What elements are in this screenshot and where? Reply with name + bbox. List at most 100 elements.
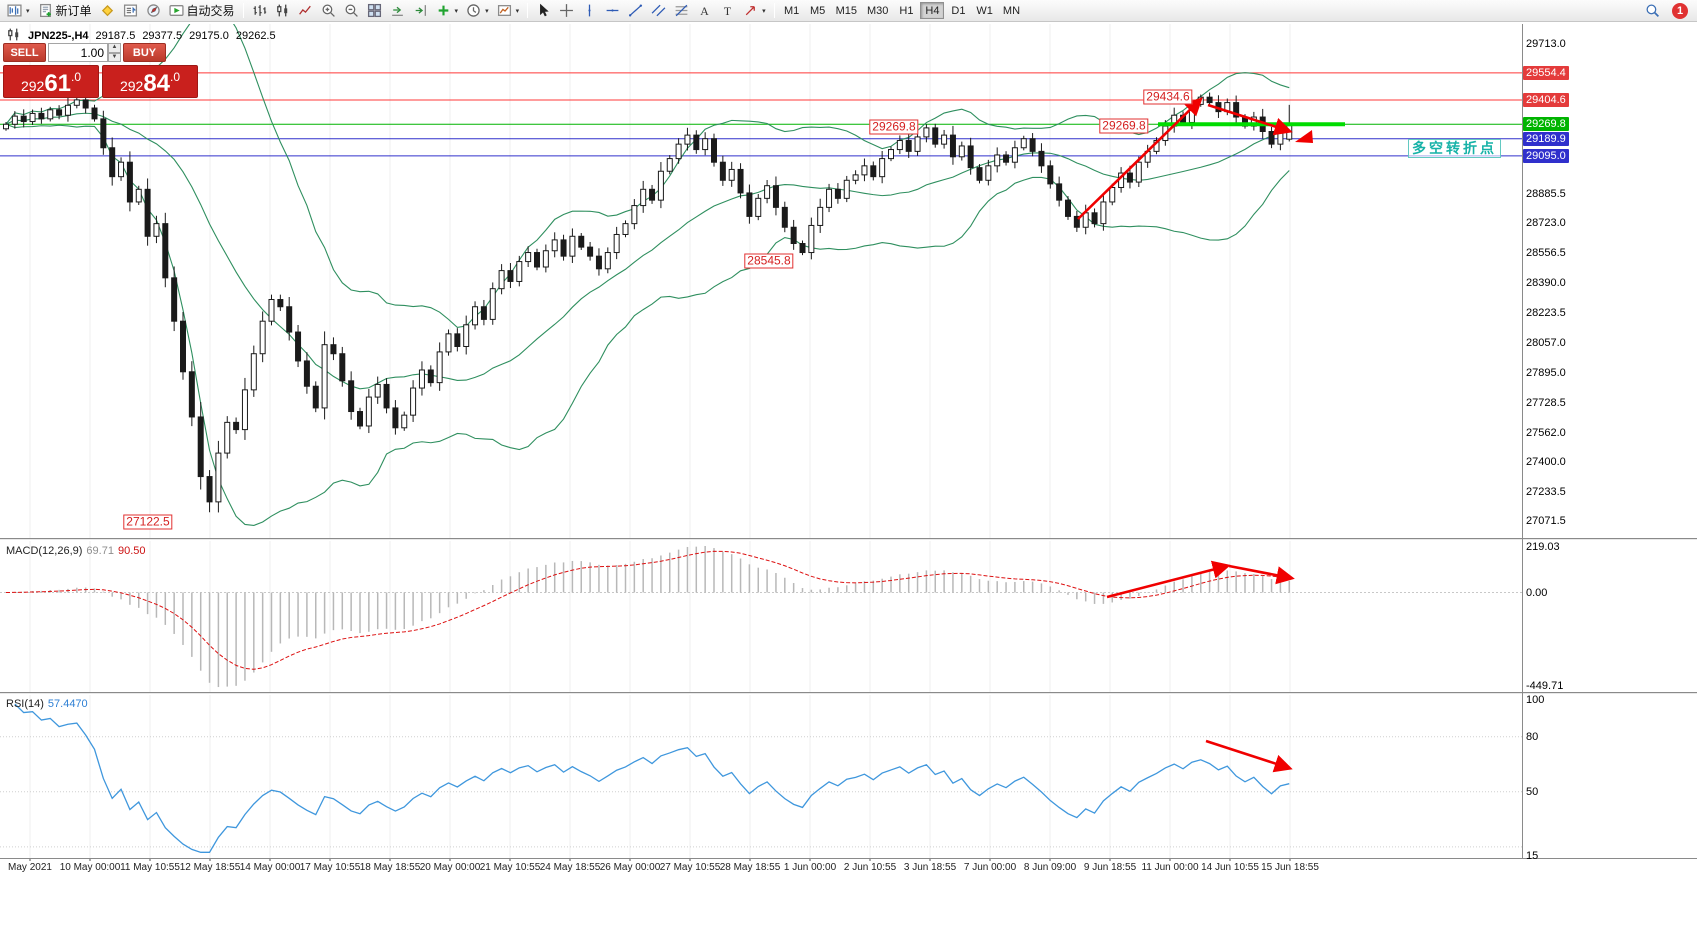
rsi-value: 57.4470: [47, 698, 88, 710]
time-axis-label: 10 May 00:00: [59, 862, 121, 873]
indicators-icon[interactable]: ▾: [432, 1, 463, 21]
time-axis-label: 26 May 00:00: [599, 862, 661, 873]
svg-text:A: A: [700, 5, 709, 18]
chart-window-icon[interactable]: ▾: [3, 1, 34, 21]
zoom-out-icon[interactable]: [340, 1, 363, 21]
arrows-icon[interactable]: ▾: [739, 1, 770, 21]
candlestick-chart-icon[interactable]: [271, 1, 294, 21]
market-watch-icon[interactable]: [119, 1, 142, 21]
timeframe-m30-button[interactable]: M30: [867, 4, 889, 17]
time-axis-label: 11 Jun 00:00: [1141, 862, 1199, 873]
time-axis-label: 21 May 10:55: [479, 862, 541, 873]
ohlc-open: 29187.5: [95, 30, 136, 42]
price-axis-label: 28057.0: [1526, 337, 1566, 350]
turning-point-annotation: 多空转折点: [1408, 139, 1501, 158]
timeframe-d1-button[interactable]: D1: [951, 4, 966, 17]
price-axis-line[interactable]: [1522, 24, 1523, 858]
timeframe-m15-button[interactable]: M15: [835, 4, 858, 17]
price-axis-label: 28390.0: [1526, 277, 1566, 290]
price-axis-badge: 29554.4: [1523, 65, 1569, 80]
price-axis-label: 28223.5: [1526, 307, 1566, 320]
rsi-axis-label: 80: [1526, 730, 1539, 743]
buy-button[interactable]: BUY: [123, 43, 166, 62]
search-icon[interactable]: [1641, 1, 1664, 21]
rsi-name: RSI(14): [6, 698, 44, 710]
svg-text:T: T: [724, 5, 731, 18]
macd-axis-label: 0.00: [1526, 586, 1548, 599]
new-order-button[interactable]: 新订单: [34, 1, 96, 21]
toolbar-separator: [773, 3, 775, 18]
crosshair-icon[interactable]: [555, 1, 578, 21]
price-axis-label: 27728.5: [1526, 396, 1566, 409]
one-click-trading-panel: SELL ▲ ▼ BUY 292 61 .0 292: [3, 43, 203, 98]
notification-badge[interactable]: 1: [1672, 2, 1688, 19]
chart-shift-icon[interactable]: [409, 1, 432, 21]
price-axis-badge: 29269.8: [1523, 117, 1569, 132]
panel-separator-macd[interactable]: [0, 538, 1697, 541]
time-axis-label: 2 Jun 10:55: [843, 862, 897, 873]
chart-type-icon: [6, 27, 21, 45]
volume-up-button[interactable]: ▲: [108, 43, 121, 53]
rsi-axis-label: 15: [1526, 850, 1539, 862]
zoom-in-icon[interactable]: [317, 1, 340, 21]
toolbar-separator: [242, 3, 244, 18]
volume-down-button[interactable]: ▼: [108, 52, 121, 62]
auto-scroll-icon[interactable]: [386, 1, 409, 21]
price-axis-badge: 29404.6: [1523, 92, 1569, 107]
sell-price-big: 61: [44, 70, 72, 97]
toolbar-separator: [527, 3, 529, 18]
timeframe-h1-button[interactable]: H1: [899, 4, 914, 17]
sell-price-box[interactable]: 292 61 .0: [3, 65, 99, 98]
timeframe-h4-button[interactable]: H4: [920, 2, 945, 19]
label-icon[interactable]: T: [716, 1, 739, 21]
time-axis-label: 8 Jun 09:00: [1023, 862, 1077, 873]
time-axis-label: 17 May 10:55: [299, 862, 361, 873]
navigator-icon[interactable]: [142, 1, 165, 21]
line-chart-icon[interactable]: [294, 1, 317, 21]
price-axis-label: 27400.0: [1526, 456, 1566, 469]
ohlc-close: 29262.5: [235, 30, 276, 42]
price-callout: 27122.5: [123, 514, 173, 530]
channel-icon[interactable]: [647, 1, 670, 21]
timeframe-m1-button[interactable]: M1: [783, 4, 800, 17]
chart-plot-area[interactable]: [0, 24, 1522, 538]
time-axis-label: 20 May 00:00: [419, 862, 481, 873]
tile-windows-icon[interactable]: [363, 1, 386, 21]
buy-price-box[interactable]: 292 84 .0: [102, 65, 198, 98]
ohlc-info-bar: JPN225-,H4 29187.5 29377.5 29175.0 29262…: [6, 27, 276, 45]
fibonacci-icon[interactable]: [670, 1, 693, 21]
time-axis-label: 3 Jun 18:55: [903, 862, 957, 873]
time-axis-label: 7 Jun 00:00: [963, 862, 1017, 873]
text-icon[interactable]: A: [693, 1, 716, 21]
price-axis-label: 28556.5: [1526, 247, 1566, 260]
price-axis-badge: 29189.9: [1523, 131, 1569, 146]
volume-input[interactable]: [48, 43, 108, 62]
time-axis-label: 11 May 10:55: [120, 862, 180, 873]
vertical-line-icon[interactable]: [578, 1, 601, 21]
price-axis-label: 28885.5: [1526, 187, 1566, 200]
toolbar: ▾ 新订单 自动交易 ▾ ▾ ▾ A T ▾ M1 M5 M15 M30 H1 H4 D1 W1 MN 1: [0, 0, 1697, 22]
buy-price-big: 84: [143, 70, 171, 97]
price-axis-badge: 29095.0: [1523, 148, 1569, 163]
bar-chart-icon[interactable]: [248, 1, 271, 21]
periods-icon[interactable]: ▾: [462, 1, 493, 21]
timeframe-mn-button[interactable]: MN: [1002, 4, 1021, 17]
panel-separator-rsi[interactable]: [0, 692, 1697, 695]
macd-indicator-label: MACD(12,26,9) 69.71 90.50: [6, 545, 145, 557]
time-axis-label: 28 May 18:55: [719, 862, 781, 873]
price-axis-label: 29713.0: [1526, 38, 1566, 51]
metaeditor-icon[interactable]: [96, 1, 119, 21]
sell-button[interactable]: SELL: [3, 43, 46, 62]
cursor-icon[interactable]: [532, 1, 555, 21]
templates-icon[interactable]: ▾: [493, 1, 524, 21]
timeframe-m5-button[interactable]: M5: [809, 4, 826, 17]
symbol-period-label: JPN225-,H4: [28, 30, 89, 42]
timeframe-w1-button[interactable]: W1: [976, 4, 993, 17]
time-axis-label: 15 Jun 18:55: [1261, 862, 1319, 873]
trendline-icon[interactable]: [624, 1, 647, 21]
price-callout: 28545.8: [744, 253, 794, 269]
horizontal-line-icon[interactable]: [601, 1, 624, 21]
autotrading-button[interactable]: 自动交易: [165, 1, 239, 21]
